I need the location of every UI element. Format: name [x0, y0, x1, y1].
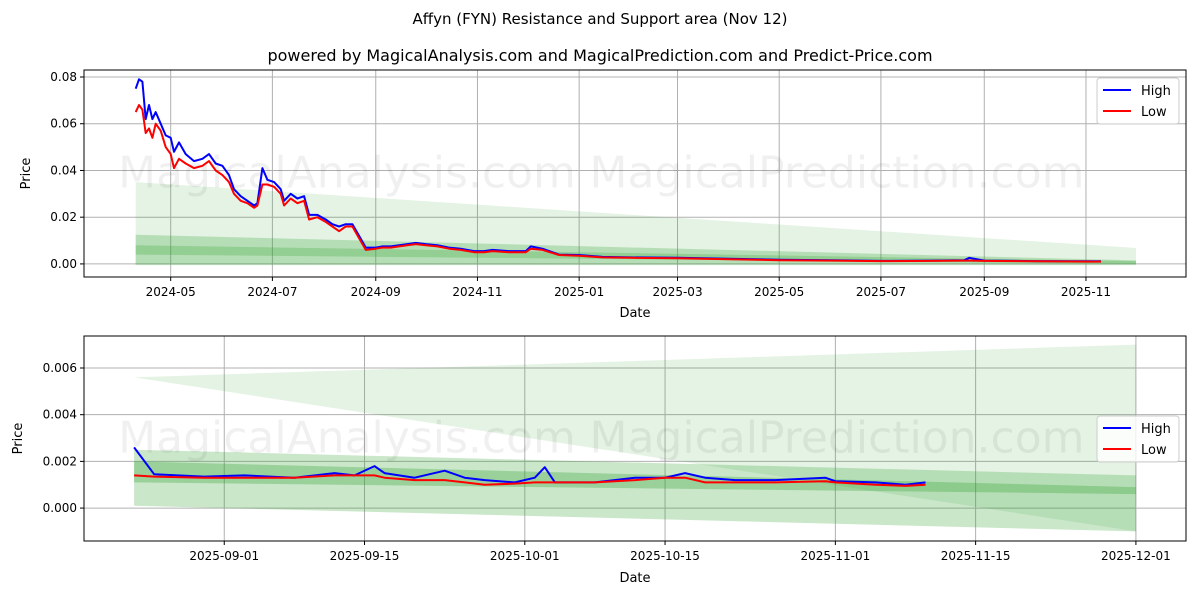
y-tick-label: 0.00: [50, 257, 77, 271]
x-tick-label: 2025-09-15: [330, 549, 400, 563]
series-line-high: [133, 446, 926, 486]
x-tick-label: 2025-11: [1061, 285, 1111, 299]
chart-2: 0.000 0.002 0.004 0.006 2025-09-01 2025-09-15…: [11, 335, 1187, 586]
y-tick-label: 0.08: [50, 70, 77, 84]
x-axis-label: Date: [619, 571, 650, 586]
y-tick-label: 0.004: [43, 408, 77, 422]
legend: High Low: [1096, 415, 1180, 463]
y-tick-label: 0.002: [43, 454, 77, 468]
support-resistance-band: [135, 182, 1136, 264]
y-tick-label: 0.006: [43, 361, 77, 375]
x-tick-label: 2025-09-01: [189, 549, 259, 563]
x-tick-label: 2024-07: [247, 285, 297, 299]
y-tick-label: 0.02: [50, 210, 77, 224]
legend: High Low: [1096, 77, 1180, 125]
chart-1: 0.00 0.02 0.04 0.06 0.08 2024-05 2024-07 2024-0…: [19, 69, 1187, 321]
chart-subtitle: powered by MagicalAnalysis.com and Magic…: [267, 46, 933, 65]
watermark: MagicalPrediction.com: [590, 413, 1085, 464]
x-tick-label: 2025-09: [959, 285, 1009, 299]
x-tick-label: 2025-11-01: [800, 549, 870, 563]
y-tick-label: 0.04: [50, 163, 77, 177]
watermark: MagicalPrediction.com: [590, 148, 1085, 199]
y-tick-label: 0.000: [43, 501, 77, 515]
legend-label-low: Low: [1141, 443, 1167, 458]
y-axis-label: Price: [11, 423, 26, 455]
x-axis-label: Date: [619, 306, 650, 321]
x-tick-label: 2024-09: [351, 285, 401, 299]
x-tick-label: 2025-07: [856, 285, 906, 299]
x-tick-label: 2025-12-01: [1101, 549, 1171, 563]
y-axis-label: Price: [19, 158, 34, 190]
support-resistance-band: [135, 234, 1136, 266]
x-tick-label: 2025-10-01: [490, 549, 560, 563]
legend-label-high: High: [1141, 84, 1171, 99]
axes-frame: [83, 335, 1187, 542]
series-line-low: [134, 104, 1101, 263]
x-tick-label: 2025-03: [652, 285, 702, 299]
chart-title: Affyn (FYN) Resistance and Support area …: [412, 10, 788, 28]
support-resistance-band: [134, 449, 1136, 532]
watermark: MagicalAnalysis.com: [118, 148, 576, 199]
x-tick-label: 2025-11-15: [941, 549, 1011, 563]
x-tick-label: 2024-05: [146, 285, 196, 299]
x-tick-label: 2025-10-15: [630, 549, 700, 563]
y-tick-label: 0.06: [50, 117, 77, 131]
x-tick-label: 2024-11: [452, 285, 502, 299]
legend-label-low: Low: [1141, 105, 1167, 120]
legend-label-high: High: [1141, 422, 1171, 437]
x-tick-label: 2025-01: [554, 285, 604, 299]
support-resistance-band: [135, 245, 1136, 264]
series-line-low: [134, 474, 926, 487]
axes-frame: [83, 69, 1187, 278]
x-tick-label: 2025-05: [754, 285, 804, 299]
watermark: MagicalAnalysis.com: [118, 413, 576, 464]
